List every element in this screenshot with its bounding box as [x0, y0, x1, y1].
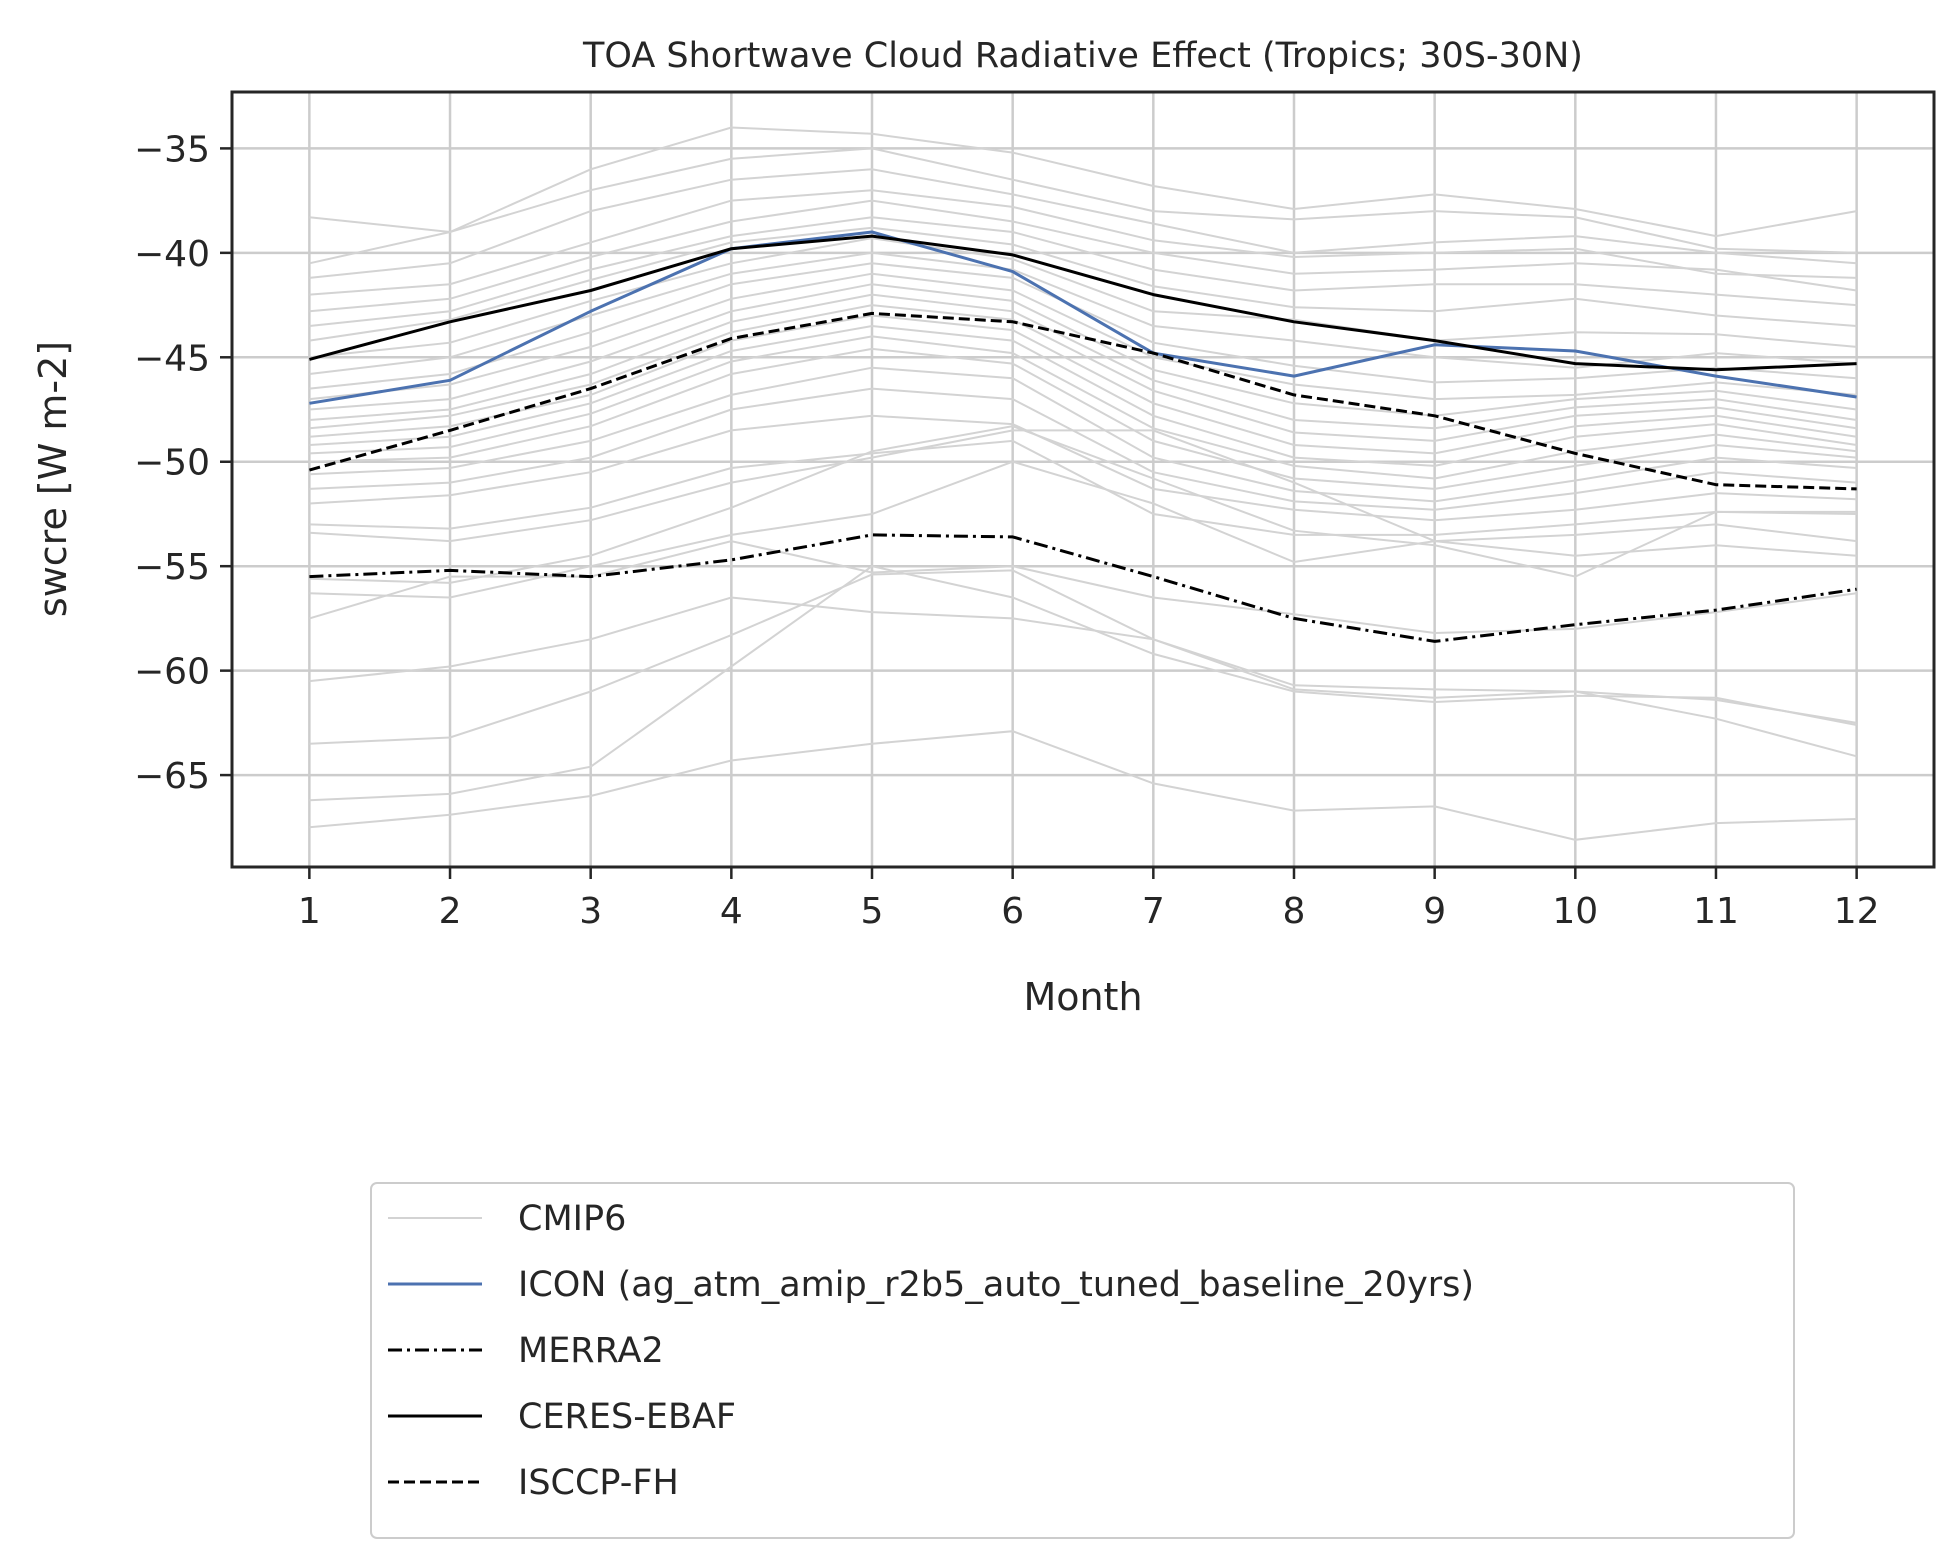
legend-label: CERES-EBAF — [518, 1397, 736, 1437]
cmip6-member-line — [309, 439, 1857, 536]
cmip6-member-line — [309, 304, 1857, 442]
cmip6-member-line — [309, 569, 1857, 758]
cmip6-member-line — [309, 366, 1857, 503]
x-axis-label: Month — [1023, 975, 1142, 1019]
y-tick-label: −55 — [134, 547, 210, 588]
x-tick-label: 6 — [1001, 891, 1024, 932]
y-tick-label: −40 — [134, 234, 210, 275]
y-tick-label: −65 — [134, 756, 210, 797]
cmip6-member-line — [309, 387, 1857, 511]
cmip6-member-line — [309, 272, 1857, 401]
x-tick-label: 2 — [439, 891, 462, 932]
y-axis-label: swcre [W m-2] — [31, 341, 75, 617]
cmip6-member-line — [309, 216, 1857, 327]
legend-label: ISCCP-FH — [518, 1463, 679, 1503]
x-tick-label: 1 — [298, 891, 321, 932]
y-tick-label: −50 — [134, 443, 210, 484]
chart-title: TOA Shortwave Cloud Radiative Effect (Tr… — [582, 36, 1583, 76]
legend: CMIP6 ICON (ag_atm_amip_r2b5_auto_tuned_b… — [370, 1182, 1795, 1539]
cmip6-member-line — [309, 565, 1857, 802]
legend-box — [370, 1182, 1795, 1539]
cmip6-member-line — [309, 429, 1857, 543]
y-tick-label: −45 — [134, 338, 210, 379]
cmip6-member-line — [309, 199, 1857, 313]
plot-frame — [230, 90, 1936, 869]
x-tick-label: 12 — [1834, 891, 1880, 932]
x-tick-label: 7 — [1142, 891, 1165, 932]
cmip6-member-line — [309, 347, 1857, 490]
y-axis-ticks: −65 −60 −55 −50 −45 −40 −35 — [134, 129, 232, 797]
x-tick-label: 3 — [579, 891, 602, 932]
legend-label: CMIP6 — [518, 1199, 626, 1239]
cmip6-lines — [309, 126, 1857, 841]
x-tick-label: 4 — [720, 891, 743, 932]
y-tick-label: −35 — [134, 129, 210, 170]
cmip6-member-line — [309, 237, 1857, 359]
cmip6-member-line — [309, 283, 1857, 417]
x-tick-label: 8 — [1283, 891, 1306, 932]
cmip6-member-line — [309, 262, 1857, 390]
cmip6-member-line — [309, 414, 1857, 522]
cmip6-member-line — [309, 596, 1857, 724]
cmip6-member-line — [309, 730, 1857, 841]
legend-label: ICON (ag_atm_amip_r2b5_auto_tuned_baseli… — [518, 1265, 1474, 1305]
cmip6-member-line — [309, 168, 1857, 279]
cmip6-member-line — [309, 335, 1857, 480]
series-line-isccp-fh — [308, 311, 1857, 491]
series-line-merra2 — [309, 533, 1857, 643]
cmip6-member-line — [309, 425, 1857, 584]
x-tick-label: 5 — [861, 891, 884, 932]
cmip6-member-line — [309, 126, 1857, 238]
x-tick-label: 9 — [1423, 891, 1446, 932]
cmip6-member-line — [309, 293, 1857, 430]
cmip6-member-line — [309, 324, 1857, 467]
cmip6-member-line — [309, 460, 1857, 599]
y-tick-label: −60 — [134, 652, 210, 693]
cmip6-member-line — [309, 147, 1857, 265]
series-lines — [308, 230, 1857, 643]
legend-label: MERRA2 — [518, 1331, 664, 1371]
x-axis-ticks: 1 2 3 4 5 6 7 8 9 10 11 12 — [298, 867, 1880, 932]
x-tick-label: 10 — [1552, 891, 1598, 932]
cmip6-member-line — [309, 226, 1857, 342]
x-tick-label: 11 — [1693, 891, 1739, 932]
cmip6-member-line — [309, 540, 1857, 635]
series-line-ceres-ebaf — [309, 234, 1857, 372]
series-line-icon — [309, 230, 1857, 405]
cmip6-member-line — [309, 314, 1857, 455]
cmip6-member-line — [309, 189, 1857, 296]
